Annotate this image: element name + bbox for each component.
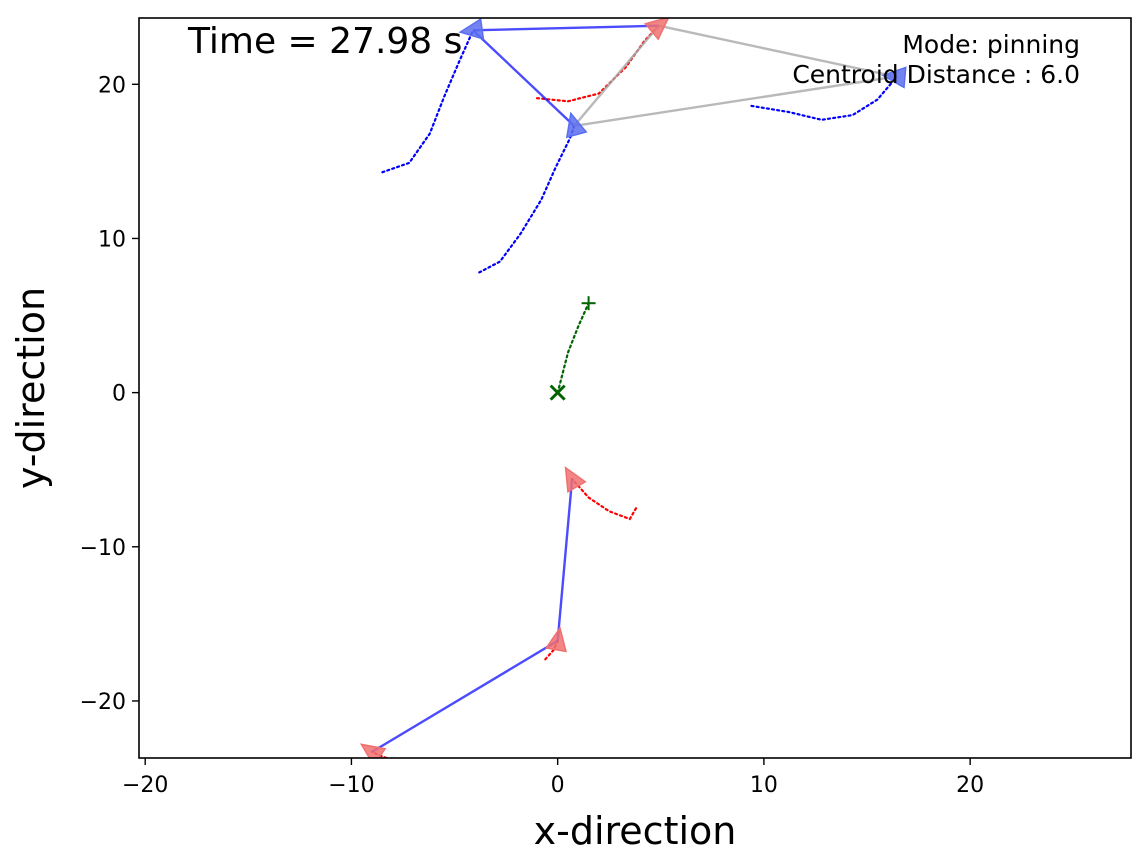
x-tick-label: −10 (328, 773, 374, 798)
centroid-trail-7 (556, 302, 590, 394)
blue-trail-0 (381, 29, 475, 174)
x-tick-label: 20 (956, 773, 984, 798)
target-marker (549, 384, 566, 401)
red-trail-4 (570, 477, 638, 521)
agent-marker-0 (458, 18, 485, 40)
connection-edge-0 (473, 24, 659, 32)
connection-edge-3 (658, 24, 897, 78)
connection-edge-5 (556, 478, 574, 641)
centroid-marker (581, 296, 596, 311)
y-tick-label: 20 (98, 73, 126, 98)
agent-marker-2 (881, 66, 907, 89)
blue-trail-1 (478, 124, 576, 274)
y-axis-title: y-direction (9, 287, 53, 489)
agent-marker-4 (564, 466, 587, 494)
centroid-distance-annotation: Centroid Distance : 6.0 (792, 60, 1080, 89)
plot-frame (138, 17, 1132, 759)
x-axis-title: x-direction (534, 809, 737, 853)
y-tick-label: −20 (80, 690, 126, 715)
x-tick-label: 10 (750, 773, 778, 798)
y-tick-label: 10 (98, 227, 126, 252)
agent-marker-5 (545, 626, 568, 653)
x-tick-label: −20 (122, 773, 168, 798)
mode-annotation: Mode: pinning (902, 30, 1080, 59)
connection-edge-1 (472, 29, 575, 127)
time-annotation: Time = 27.98 s (187, 21, 462, 62)
red-trail-5 (544, 639, 559, 661)
agent-marker-6 (359, 743, 387, 758)
x-tick-label: 0 (551, 773, 565, 798)
connection-edge-2 (573, 24, 660, 127)
marker-stroke (549, 384, 566, 401)
agent-marker-1 (565, 111, 588, 139)
y-tick-label: −10 (80, 536, 126, 561)
y-tick-label: 0 (112, 382, 126, 407)
axis-ticks: −20 −10 0 10 20 −20 −10 0 10 20 (80, 73, 985, 798)
connection-edge-4 (573, 75, 897, 128)
connection-edge-6 (371, 639, 559, 753)
plot-data-layer (359, 18, 907, 758)
blue-trail-2 (750, 75, 898, 121)
agent-marker-3 (644, 18, 671, 41)
